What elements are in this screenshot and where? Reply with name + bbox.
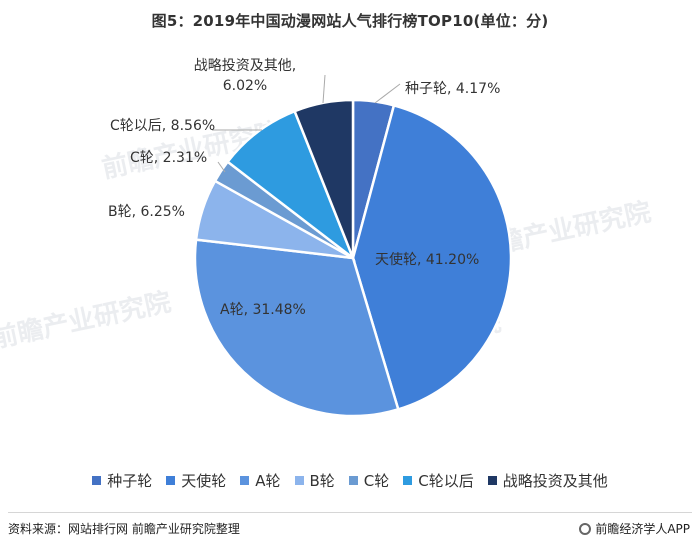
brand-label: 前瞻经济学人APP [595, 522, 690, 536]
legend-item-1: 天使轮 [166, 470, 226, 491]
legend-label: 天使轮 [181, 472, 227, 490]
leader-line-0 [374, 83, 401, 104]
leader-line-4 [217, 161, 226, 173]
legend-label: 战略投资及其他 [502, 472, 608, 490]
legend-item-0: 种子轮 [92, 470, 152, 491]
legend-item-4: C轮 [348, 470, 390, 491]
slice-label-0: 种子轮, 4.17% [405, 81, 500, 97]
legend-swatch [487, 476, 497, 485]
slice-label-2: A轮, 31.48% [220, 302, 306, 318]
legend-item-3: B轮 [294, 470, 335, 491]
legend-item-2: A轮 [240, 470, 281, 491]
legend-swatch [403, 476, 413, 485]
legend-label: A轮 [255, 472, 281, 490]
legend-swatch [166, 476, 176, 485]
source-note: 资料来源：网站排行网 前瞻产业研究院整理 [8, 522, 240, 536]
slice-label-3: B轮, 6.25% [108, 204, 185, 220]
slice-label-6: 战略投资及其他, 6.02% [194, 58, 296, 94]
pie-slice-2 [193, 238, 400, 418]
slice-label-1: 天使轮, 41.20% [375, 251, 479, 268]
pie-chart: 种子轮, 4.17% 天使轮, 41.20% A轮, 31.48% B轮, 6.25%… [108, 58, 513, 418]
legend-swatch [240, 476, 250, 485]
brand-mark: 前瞻经济学人APP [579, 520, 690, 537]
legend-swatch [294, 476, 304, 485]
legend-label: C轮以后 [418, 472, 474, 490]
legend-swatch [348, 476, 358, 485]
chart-title: 图5：2019年中国动漫网站人气排行榜TOP10(单位：分) [151, 12, 549, 30]
pie-slice-1 [351, 103, 513, 411]
legend: 种子轮 天使轮 A轮 B轮 C轮 C轮以后 战略投资及其他 [0, 470, 700, 491]
legend-label: C轮 [363, 472, 390, 490]
legend-item-6: 战略投资及其他 [487, 470, 608, 491]
legend-label: B轮 [309, 472, 335, 490]
legend-swatch [92, 476, 102, 485]
footer-divider [8, 512, 692, 513]
legend-label: 种子轮 [107, 472, 153, 490]
slice-label-4: C轮, 2.31% [130, 150, 207, 166]
legend-item-5: C轮以后 [403, 470, 474, 491]
brand-logo-icon [579, 522, 592, 535]
slice-label-5: C轮以后, 8.56% [110, 118, 215, 134]
leader-line-6 [322, 74, 326, 104]
pie-slice-5 [225, 109, 356, 262]
